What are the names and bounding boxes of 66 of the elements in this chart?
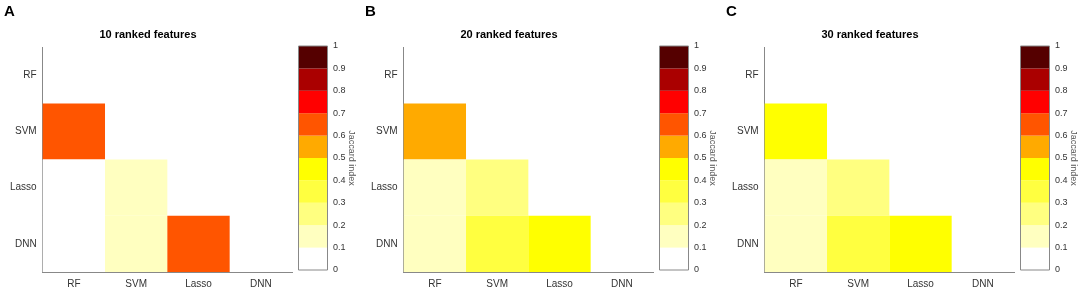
y-tick-label: Lasso	[10, 181, 38, 193]
chart-title: 10 ranked features	[99, 27, 197, 40]
chart-title: 30 ranked features	[821, 27, 919, 40]
x-tick-label: DNN	[972, 277, 994, 289]
color-bar-label: 0.1	[333, 242, 346, 253]
y-tick-label: Lasso	[371, 181, 399, 193]
y-tick-label: RF	[745, 69, 759, 81]
color-bar-label: 0.9	[333, 62, 346, 73]
color-bar-title: Jaccard index	[1069, 130, 1080, 187]
color-bar-label: 0.8	[694, 85, 707, 96]
x-tick-label: DNN	[611, 277, 633, 289]
y-tick-label: RF	[23, 69, 37, 81]
color-bar-label: 0.9	[1055, 62, 1068, 73]
x-tick-label: Lasso	[907, 277, 935, 289]
color-bar-label: 0.1	[694, 242, 707, 253]
y-tick-label: Lasso	[732, 181, 760, 193]
y-tick-label: RF	[384, 69, 398, 81]
color-bar-label: 1	[333, 40, 339, 51]
y-tick-label: DNN	[737, 237, 759, 249]
color-bar-label: 0.9	[694, 62, 707, 73]
chart-title: 20 ranked features	[460, 27, 558, 40]
color-bar-title: Jaccard index	[708, 130, 719, 187]
color-bar-label: 0.4	[333, 174, 346, 185]
color-bar-label: 0.6	[333, 130, 346, 141]
y-tick-label: SVM	[737, 125, 759, 137]
text: C	[726, 2, 737, 19]
color-bar-label: 0	[1055, 264, 1061, 275]
color-bar-label: 0.5	[1055, 152, 1068, 163]
color-bar-label: 0.7	[333, 107, 346, 118]
color-bar-label: 0.2	[1055, 219, 1068, 230]
color-bar-label: 0	[333, 264, 339, 275]
color-bar-label: 0.4	[1055, 174, 1068, 185]
color-bar-label: 0.2	[333, 219, 346, 230]
y-tick-label: SVM	[376, 125, 398, 137]
x-tick-label: RF	[428, 277, 442, 289]
color-bar-label: 0.3	[1055, 197, 1068, 208]
color-bar-label: 0.8	[333, 85, 346, 96]
color-bar-label: 0.4	[694, 174, 707, 185]
color-bar-label: 0.6	[1055, 130, 1068, 141]
color-bar-label: 1	[694, 40, 700, 51]
x-tick-label: Lasso	[185, 277, 213, 289]
color-bar-label: 0.3	[333, 197, 346, 208]
y-tick-label: DNN	[15, 237, 37, 249]
y-tick-label: SVM	[15, 125, 37, 137]
x-tick-label: SVM	[486, 277, 509, 289]
text: B	[365, 2, 376, 19]
x-tick-label: SVM	[847, 277, 870, 289]
text: A	[4, 2, 15, 19]
x-tick-label: Lasso	[546, 277, 574, 289]
color-bar-title: Jaccard index	[347, 130, 358, 187]
color-bar-label: 0.5	[333, 152, 346, 163]
color-bar-label: 0.5	[694, 152, 707, 163]
y-tick-label: DNN	[376, 237, 398, 249]
color-bar-label: 0.3	[694, 197, 707, 208]
x-tick-label: RF	[67, 277, 81, 289]
color-bar-label: 1	[1055, 40, 1061, 51]
x-tick-label: SVM	[125, 277, 148, 289]
color-bar-label: 0.2	[694, 219, 707, 230]
color-bar-label: 0.7	[694, 107, 707, 118]
x-tick-label: RF	[789, 277, 803, 289]
color-bar-label: 0	[694, 264, 700, 275]
color-bar-label: 0.8	[1055, 85, 1068, 96]
x-tick-label: DNN	[250, 277, 272, 289]
color-bar-label: 0.1	[1055, 242, 1068, 253]
color-bar-label: 0.7	[1055, 107, 1068, 118]
color-bar-label: 0.6	[694, 130, 707, 141]
